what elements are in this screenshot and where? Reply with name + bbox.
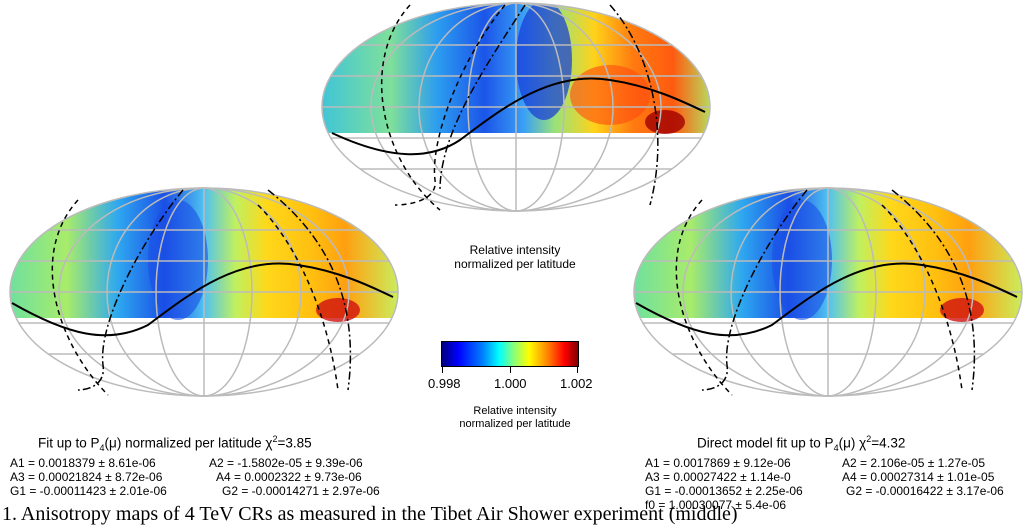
left-sky-map bbox=[9, 187, 399, 397]
left-a4: A4 = 0.0002322 ± 9.73e-06 bbox=[216, 470, 362, 484]
left-g2: G2 = -0.00014271 ± 2.97e-06 bbox=[222, 484, 380, 498]
right-title-end: =4.32 bbox=[871, 435, 906, 451]
colorbar-tick-1 bbox=[442, 367, 443, 373]
left-title-text: Fit up to P bbox=[38, 435, 100, 451]
top-caption-line2: normalized per latitude bbox=[454, 257, 576, 271]
colorbar-tick-3 bbox=[577, 367, 578, 373]
right-map-title: Direct model fit up to P4(μ) χ2=4.32 bbox=[697, 432, 905, 455]
right-title-text: Direct model fit up to P bbox=[697, 435, 834, 451]
colorbar-tick-label-3: 1.002 bbox=[560, 376, 593, 391]
colorbar-label-line1: Relative intensity bbox=[473, 405, 557, 417]
top-caption-line1: Relative intensity bbox=[469, 243, 561, 257]
right-a2: A2 = 2.106e-05 ± 1.27e-05 bbox=[842, 456, 986, 470]
left-map-title: Fit up to P4(μ) normalized per latitude … bbox=[38, 432, 312, 455]
right-f0: f0 = 1.00030077 ± 5.4e-06 bbox=[645, 498, 787, 512]
left-title-mu: (μ) normalized per latitude χ bbox=[104, 435, 273, 451]
right-title-sup: 2 bbox=[866, 434, 872, 444]
left-title-sub: 4 bbox=[99, 443, 105, 454]
top-map-caption: Relative intensity normalized per latitu… bbox=[430, 243, 600, 271]
right-g1: G1 = -0.00013652 ± 2.25e-06 bbox=[645, 484, 803, 498]
figure-caption: 1. Anisotropy maps of 4 TeV CRs as measu… bbox=[2, 503, 738, 525]
colorbar-tick-2 bbox=[510, 367, 511, 373]
colorbar-label: Relative intensity normalized per latitu… bbox=[430, 405, 600, 431]
colorbar-tick-label-2: 1.000 bbox=[494, 376, 527, 391]
left-a2: A2 = -1.5802e-05 ± 9.39e-06 bbox=[209, 456, 363, 470]
right-a3: A3 = 0.00027422 ± 1.14e-0 bbox=[645, 470, 791, 484]
right-a1: A1 = 0.0017869 ± 9.12e-06 bbox=[645, 456, 791, 470]
left-g1: G1 = -0.00011423 ± 2.01e-06 bbox=[10, 484, 167, 498]
top-sky-map bbox=[321, 2, 711, 212]
right-a4: A4 = 0.00027314 ± 1.01e-05 bbox=[842, 470, 995, 484]
colorbar-tick-label-1: 0.998 bbox=[428, 376, 461, 391]
colorbar-label-line2: normalized per latitude bbox=[459, 418, 571, 430]
left-a1: A1 = 0.0018379 ± 8.61e-06 bbox=[10, 456, 156, 470]
colorbar bbox=[441, 341, 579, 367]
left-title-sup: 2 bbox=[272, 434, 278, 444]
left-a3: A3 = 0.00021824 ± 8.72e-06 bbox=[10, 470, 163, 484]
right-title-sub: 4 bbox=[833, 443, 839, 454]
right-g2: G2 = -0.00016422 ± 3.17e-06 bbox=[846, 484, 1004, 498]
left-title-end: =3.85 bbox=[277, 435, 312, 451]
right-sky-map bbox=[633, 187, 1023, 397]
right-title-mu: (μ) χ bbox=[838, 435, 867, 451]
